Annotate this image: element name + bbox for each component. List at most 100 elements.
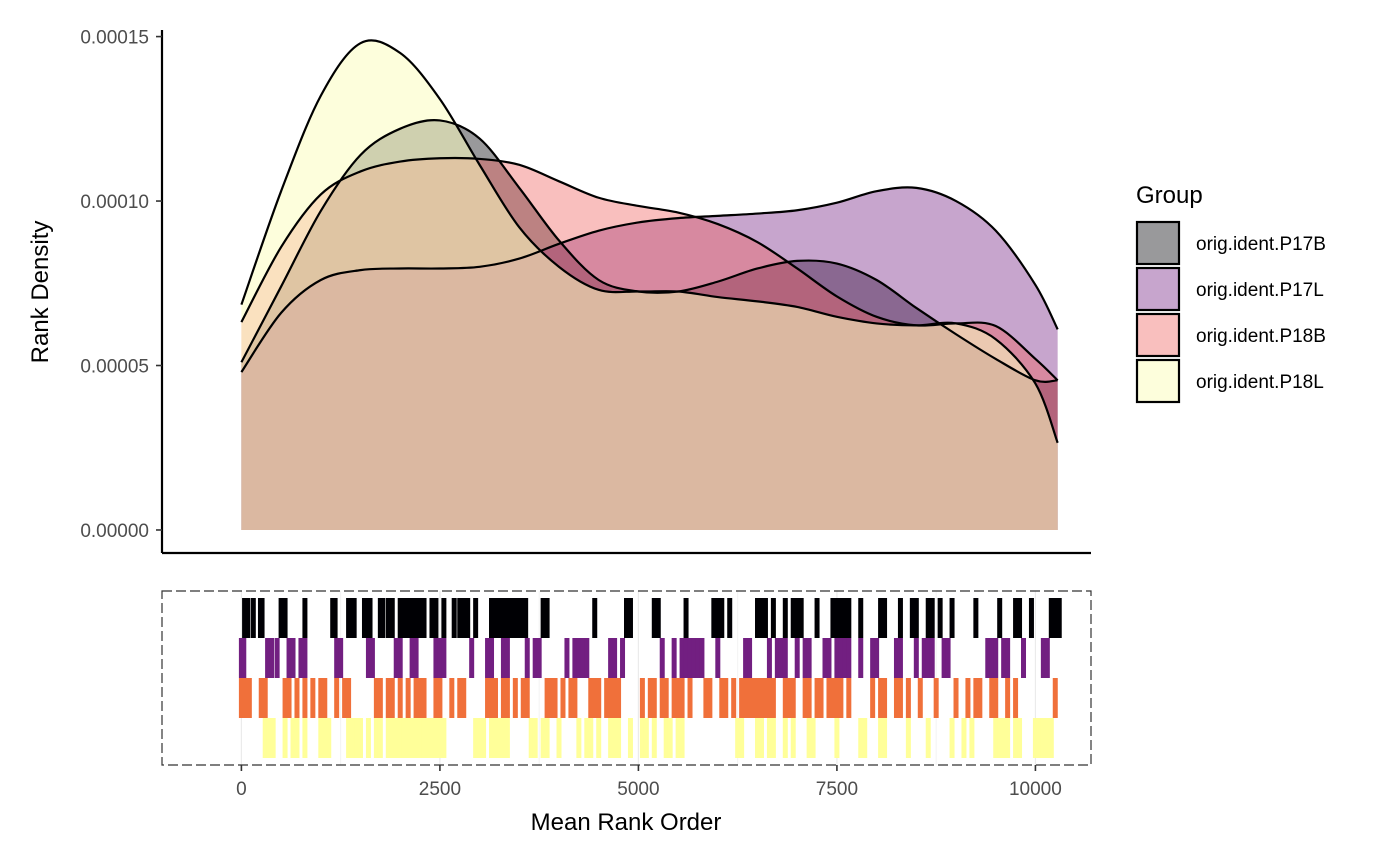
rug-mark-2-62 xyxy=(723,678,729,718)
rug-mark-3-84 xyxy=(1013,718,1019,758)
rug-mark-2-17 xyxy=(385,678,391,718)
rug-mark-0-41 xyxy=(508,598,514,638)
rug-mark-0-31 xyxy=(451,598,457,638)
rug-mark-0-28 xyxy=(429,598,435,638)
rug-mark-2-63 xyxy=(731,678,737,718)
rug-mark-2-4 xyxy=(262,678,268,718)
rug-mark-2-83 xyxy=(838,678,844,718)
rug-mark-1-26 xyxy=(532,638,538,678)
legend-swatch-1 xyxy=(1135,266,1181,312)
rug-mark-2-41 xyxy=(568,678,574,718)
rug-mark-3-44 xyxy=(556,718,562,758)
rug-mark-2-81 xyxy=(830,678,836,718)
rug-mark-0-34 xyxy=(465,598,471,638)
rug-mark-0-68 xyxy=(834,598,840,638)
rug-mark-2-38 xyxy=(548,678,554,718)
rug-mark-3-90 xyxy=(1048,718,1054,758)
rug-mark-1-61 xyxy=(870,638,876,678)
rug-mark-3-55 xyxy=(651,718,657,758)
rug-mark-2-74 xyxy=(786,678,792,718)
rug-mark-2-14 xyxy=(346,678,352,718)
rug-mark-2-60 xyxy=(707,678,713,718)
rug-mark-3-46 xyxy=(584,718,590,758)
rug-mark-0-1 xyxy=(245,598,251,638)
rug-mark-2-95 xyxy=(973,678,979,718)
rug-mark-3-73 xyxy=(878,718,884,758)
rug-mark-0-37 xyxy=(492,598,498,638)
rug-mark-0-50 xyxy=(627,598,633,638)
rug-mark-1-24 xyxy=(504,638,510,678)
legend-item-3: orig.ident.P18L xyxy=(1135,358,1324,404)
rug-mark-3-69 xyxy=(810,718,816,758)
rug-mark-3-35 xyxy=(489,718,495,758)
rug-mark-3-75 xyxy=(905,718,911,758)
rug-mark-1-52 xyxy=(802,638,808,678)
rug-mark-1-77 xyxy=(1040,638,1046,678)
rug-mark-0-35 xyxy=(473,598,479,638)
rug-mark-1-65 xyxy=(913,638,919,678)
rug-mark-0-85 xyxy=(1017,598,1023,638)
rug-mark-0-74 xyxy=(882,598,888,638)
rug-mark-0-14 xyxy=(364,598,370,638)
rug-mark-2-79 xyxy=(818,678,824,718)
rug-mark-2-76 xyxy=(802,678,808,718)
rug-mark-3-22 xyxy=(405,718,411,758)
rug-mark-0-25 xyxy=(413,598,419,638)
rug-mark-3-50 xyxy=(612,718,618,758)
rug-mark-1-74 xyxy=(1001,638,1007,678)
rug-mark-2-80 xyxy=(826,678,832,718)
rug-mark-0-65 xyxy=(798,598,804,638)
rug-mark-1-70 xyxy=(945,638,951,678)
rug-mark-1-44 xyxy=(715,638,721,678)
rug-mark-0-42 xyxy=(512,598,518,638)
rug-mark-1-12 xyxy=(369,638,375,678)
rug-mark-1-28 xyxy=(564,638,570,678)
rug-mark-3-63 xyxy=(758,718,764,758)
y-axis-ticks: 0.00000 0.00005 0.00010 0.00015 xyxy=(80,28,162,542)
rug-mark-2-24 xyxy=(433,678,439,718)
rug-mark-0-17 xyxy=(380,598,386,638)
rug-mark-0-77 xyxy=(913,598,919,638)
rug-mark-0-56 xyxy=(719,598,725,638)
rug-mark-3-17 xyxy=(385,718,391,758)
rug-mark-0-83 xyxy=(997,598,1003,638)
rug-mark-1-23 xyxy=(500,638,506,678)
legend-key-bg-1 xyxy=(1137,268,1179,310)
legend: Group orig.ident.P17Borig.ident.P17Lorig… xyxy=(1135,182,1326,404)
rug-mark-2-5 xyxy=(282,678,288,718)
density-panel: 0.00000 0.00005 0.00010 0.00015 xyxy=(80,28,1091,555)
rug-mark-1-50 xyxy=(782,638,788,678)
rug-mark-2-54 xyxy=(663,678,669,718)
legend-label-1: orig.ident.P17L xyxy=(1196,280,1324,301)
rug-mark-0-4 xyxy=(259,598,265,638)
rug-mark-2-10 xyxy=(318,678,324,718)
legend-items: orig.ident.P17B orig.ident.P17L orig.ident… xyxy=(1135,220,1326,404)
rug-mark-2-42 xyxy=(572,678,578,718)
rug-panel: 0 2500 5000 7500 10000 xyxy=(161,590,1092,800)
rug-mark-3-33 xyxy=(477,718,483,758)
rug-mark-1-63 xyxy=(893,638,899,678)
rug-mark-3-47 xyxy=(588,718,594,758)
rug-mark-3-82 xyxy=(1001,718,1007,758)
rug-mark-1-47 xyxy=(766,638,772,678)
rug-mark-1-31 xyxy=(580,638,586,678)
rug-mark-0-38 xyxy=(496,598,502,638)
rug-mark-0-81 xyxy=(949,598,955,638)
legend-item-2: orig.ident.P18B xyxy=(1135,312,1326,358)
density-line-2 xyxy=(240,156,1059,382)
rug-mark-3-14 xyxy=(365,718,371,758)
rug-mark-3-11 xyxy=(350,718,356,758)
rug-mark-2-39 xyxy=(552,678,558,718)
rug-mark-3-2 xyxy=(270,718,276,758)
rug-mark-2-66 xyxy=(747,678,753,718)
rug-row-3 xyxy=(262,718,1054,758)
rug-mark-3-21 xyxy=(401,718,407,758)
rug-mark-0-80 xyxy=(937,598,943,638)
density-area-3 xyxy=(241,40,1058,530)
rug-mark-2-91 xyxy=(917,678,923,718)
rug-mark-3-56 xyxy=(663,718,669,758)
rug-row-0 xyxy=(242,598,1062,638)
x-axis-ticks: 0 2500 5000 7500 10000 xyxy=(236,765,1062,800)
rug-mark-3-61 xyxy=(739,718,745,758)
rug-mark-1-55 xyxy=(826,638,832,678)
